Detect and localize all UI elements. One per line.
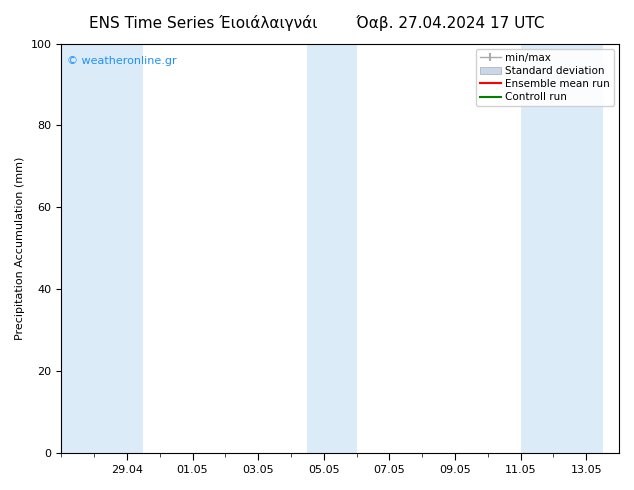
Text: ENS Time Series Έιοιάλαιγνάι        Όαβ. 27.04.2024 17 UTC: ENS Time Series Έιοιάλαιγνάι Όαβ. 27.04.… xyxy=(89,15,545,31)
Y-axis label: Precipitation Accumulation (mm): Precipitation Accumulation (mm) xyxy=(15,157,25,340)
Text: © weatheronline.gr: © weatheronline.gr xyxy=(67,56,176,66)
Bar xyxy=(521,44,602,453)
Bar xyxy=(307,44,356,453)
Bar xyxy=(61,44,143,453)
Legend: min/max, Standard deviation, Ensemble mean run, Controll run: min/max, Standard deviation, Ensemble me… xyxy=(476,49,614,106)
